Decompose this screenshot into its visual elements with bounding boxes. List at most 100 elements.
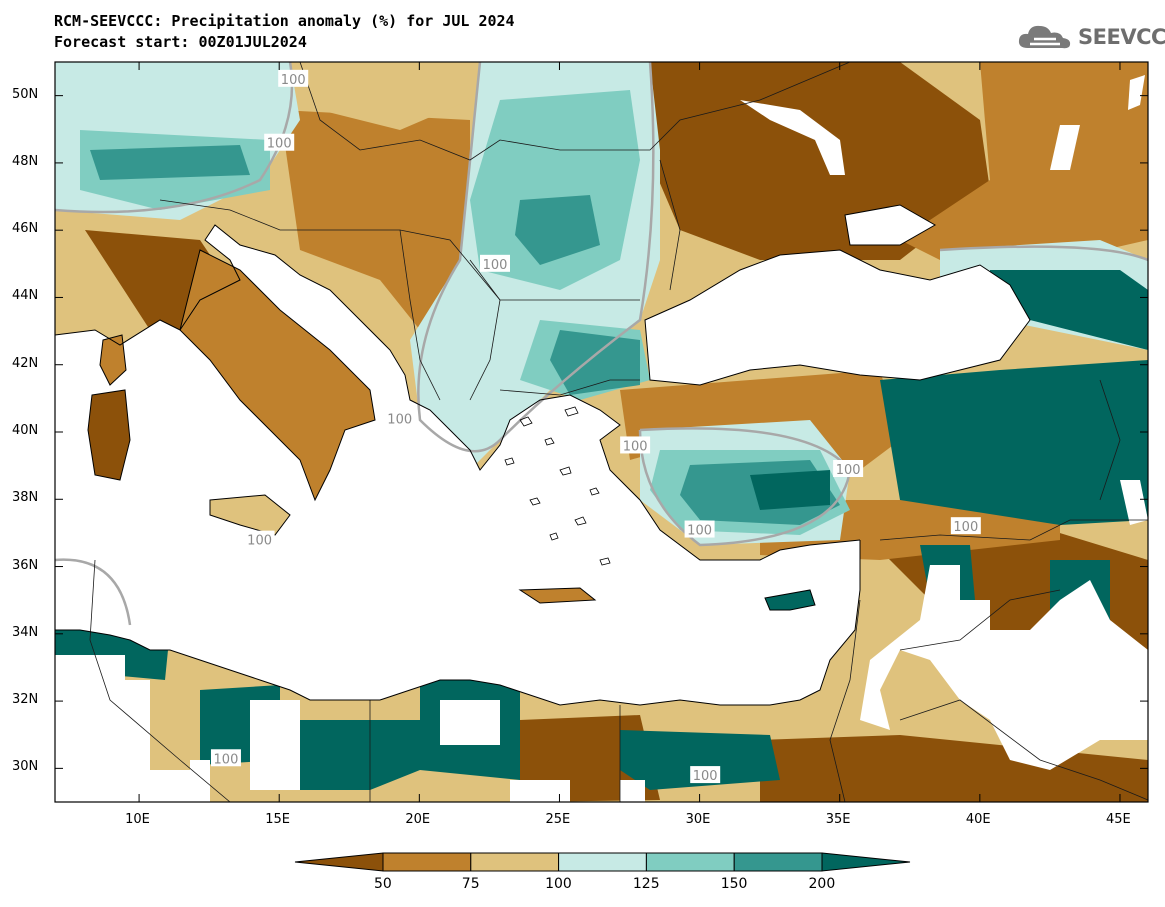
- no-data-block: [1120, 480, 1148, 525]
- contour-label: 100: [684, 520, 715, 539]
- contour-100: [55, 558, 132, 626]
- border-line: [299, 62, 851, 161]
- black-sea: [645, 250, 1030, 385]
- lat-tick-label: 50N: [12, 86, 39, 102]
- contour-label-bg: [384, 409, 415, 427]
- no-data-block: [440, 700, 500, 745]
- contour-label: 100: [278, 69, 309, 88]
- lon-tick-label: 20E: [405, 812, 431, 827]
- contour-label: 100: [264, 133, 295, 152]
- axis-ticks: [55, 62, 1148, 802]
- island-outline: [504, 457, 515, 466]
- anomaly-region-150-200: [550, 330, 640, 395]
- logo-text: SEEVCCC: [1078, 25, 1165, 49]
- lat-tick-label: 42N: [12, 355, 39, 371]
- lat-tick-label: 36N: [12, 557, 39, 573]
- colorbar-segment: [294, 852, 384, 872]
- contour-label-text: 100: [247, 534, 272, 549]
- island-outline: [599, 557, 611, 566]
- contour-100: [55, 62, 294, 214]
- colorbar-segment: [645, 852, 735, 872]
- contour-label-bg: [480, 254, 511, 272]
- colorbar-segment: [821, 852, 911, 872]
- tyrrhenian-sea: [130, 330, 320, 500]
- no-data-block: [620, 780, 645, 802]
- no-data-block: [1050, 125, 1080, 170]
- lon-tick-label: 30E: [685, 812, 711, 827]
- contour-label-text: 100: [483, 258, 508, 273]
- contour-lines: [55, 62, 1148, 626]
- island-outline: [529, 497, 541, 506]
- anomaly-region-75-100: [300, 62, 470, 130]
- contour-label-bg: [264, 133, 295, 151]
- contour-label: 100: [384, 409, 415, 428]
- no-data-block: [250, 700, 300, 790]
- island-outline: [564, 406, 579, 417]
- anomaly-region-50-75: [900, 62, 1148, 270]
- island-outline: [589, 487, 600, 496]
- anomaly-region-gt200: [620, 730, 780, 790]
- anomaly-region-150-200: [90, 145, 250, 180]
- lat-tick-label: 44N: [12, 288, 39, 304]
- aegean-islands: [504, 406, 611, 566]
- no-data-block: [1128, 75, 1145, 110]
- coastline: [209, 494, 291, 536]
- contour-label: 100: [480, 254, 511, 273]
- coastline: [99, 334, 127, 386]
- contour-label-text: 100: [836, 463, 861, 478]
- anomaly-region-gt200: [750, 470, 830, 510]
- contour-label-bg: [690, 766, 721, 784]
- coastline: [764, 589, 816, 611]
- border-line: [829, 599, 861, 802]
- no-data-block: [510, 780, 570, 802]
- anomaly-region-gt200: [990, 270, 1148, 350]
- cyprus: [765, 590, 815, 610]
- colorbar-label: 75: [461, 876, 480, 892]
- contour-label-text: 100: [214, 752, 239, 767]
- contour-labels: 100 100 100 100 100 100 100 100 100 100 100: [210, 69, 981, 784]
- crete: [520, 588, 595, 603]
- corsica: [100, 335, 126, 385]
- colorbar-label: 200: [808, 876, 836, 892]
- lon-tick-label: 35E: [825, 812, 851, 827]
- coastline: [844, 204, 937, 246]
- colorbar-segment: [733, 852, 823, 872]
- contour-label-bg: [833, 460, 864, 477]
- border-line: [1099, 379, 1121, 501]
- lat-tick-label: 30N: [12, 759, 39, 775]
- italy-peninsula: [180, 250, 375, 500]
- coastline: [179, 249, 376, 502]
- coastline: [644, 249, 1031, 386]
- lat-tick-label: 38N: [12, 490, 39, 506]
- border-line: [879, 519, 1148, 541]
- map-area: 100 100 100 100 100 100 100 100 100 100 100: [55, 62, 1148, 802]
- island-outline: [549, 532, 559, 541]
- coastline: [518, 587, 597, 604]
- border-line: [399, 229, 441, 401]
- lon-tick-label: 40E: [965, 812, 991, 827]
- colorbar-label: 50: [374, 876, 392, 892]
- contour-label-text: 100: [281, 73, 306, 88]
- island-outline: [519, 416, 533, 427]
- coastline: [55, 540, 861, 706]
- lat-tick-label: 40N: [12, 423, 39, 438]
- country-borders: [89, 62, 1148, 802]
- seevccc-logo: SEEVCCC: [1016, 22, 1165, 52]
- chart-subtitle: Forecast start: 00Z01JUL2024: [54, 33, 307, 51]
- island-outline: [574, 516, 587, 526]
- colorbar-segment: [470, 852, 560, 872]
- contour-label: 100: [833, 460, 864, 478]
- border-line: [899, 589, 1061, 651]
- no-data-block: [860, 565, 1148, 770]
- island-outline: [544, 437, 555, 446]
- lon-tick-label: 15E: [265, 812, 290, 827]
- colorbar-segment: [382, 852, 472, 872]
- border-line: [499, 379, 640, 396]
- lat-tick-label: 32N: [12, 692, 39, 708]
- colorbar-label: 150: [720, 876, 748, 892]
- contour-label-bg: [684, 520, 715, 538]
- contour-label: 100: [244, 530, 275, 549]
- coastline: [55, 224, 861, 561]
- border-line: [899, 699, 1148, 801]
- coastline: [87, 389, 131, 481]
